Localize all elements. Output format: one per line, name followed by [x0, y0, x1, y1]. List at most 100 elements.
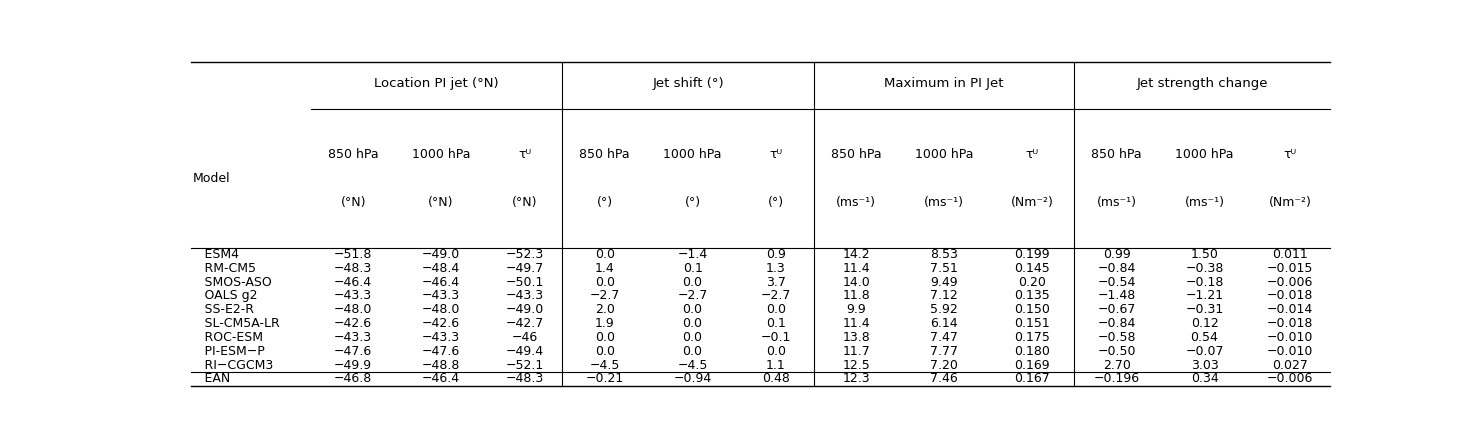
Text: 2.70: 2.70	[1103, 358, 1131, 372]
Text: −0.196: −0.196	[1094, 372, 1140, 385]
Text: 1.9: 1.9	[595, 317, 614, 330]
Text: −48.0: −48.0	[422, 303, 460, 316]
Text: −49.9: −49.9	[334, 358, 373, 372]
Text: 850 hPa: 850 hPa	[830, 148, 882, 161]
Text: 7.47: 7.47	[931, 331, 958, 344]
Text: 0.0: 0.0	[595, 248, 614, 261]
Text: 1.4: 1.4	[595, 262, 614, 275]
Text: 0.1: 0.1	[682, 262, 703, 275]
Text: 0.0: 0.0	[682, 303, 703, 316]
Text: −43.3: −43.3	[422, 289, 460, 303]
Text: Maximum in PI Jet: Maximum in PI Jet	[885, 78, 1003, 90]
Text: −0.07: −0.07	[1185, 345, 1224, 358]
Text: −1.21: −1.21	[1185, 289, 1224, 303]
Text: −48.8: −48.8	[422, 358, 460, 372]
Text: −42.6: −42.6	[334, 317, 373, 330]
Text: 0.150: 0.150	[1014, 303, 1049, 316]
Text: (°): (°)	[596, 196, 613, 209]
Text: −0.21: −0.21	[586, 372, 625, 385]
Text: 9.49: 9.49	[931, 276, 958, 289]
Text: (Nm⁻²): (Nm⁻²)	[1268, 196, 1311, 209]
Text: 0.1: 0.1	[767, 317, 786, 330]
Text: (ms⁻¹): (ms⁻¹)	[836, 196, 876, 209]
Text: 0.0: 0.0	[682, 276, 703, 289]
Text: 11.4: 11.4	[842, 317, 870, 330]
Text: −47.6: −47.6	[334, 345, 373, 358]
Text: −0.1: −0.1	[761, 331, 792, 344]
Text: SMOS-ASO: SMOS-ASO	[192, 276, 272, 289]
Text: 1.50: 1.50	[1190, 248, 1218, 261]
Text: −46.8: −46.8	[334, 372, 373, 385]
Text: −49.4: −49.4	[505, 345, 543, 358]
Text: 0.0: 0.0	[595, 331, 614, 344]
Text: 2.0: 2.0	[595, 303, 614, 316]
Text: −49.7: −49.7	[505, 262, 543, 275]
Text: 1000 hPa: 1000 hPa	[915, 148, 974, 161]
Text: 13.8: 13.8	[842, 331, 870, 344]
Text: PI-ESM−P: PI-ESM−P	[192, 345, 265, 358]
Text: (Nm⁻²): (Nm⁻²)	[1011, 196, 1054, 209]
Text: −42.6: −42.6	[422, 317, 460, 330]
Text: −0.18: −0.18	[1185, 276, 1224, 289]
Text: −0.94: −0.94	[673, 372, 712, 385]
Text: τᵁ: τᵁ	[770, 148, 783, 161]
Text: −4.5: −4.5	[589, 358, 620, 372]
Text: Location PI jet (°N): Location PI jet (°N)	[374, 78, 499, 90]
Text: −51.8: −51.8	[334, 248, 373, 261]
Text: −0.010: −0.010	[1267, 345, 1313, 358]
Text: −46.4: −46.4	[334, 276, 373, 289]
Text: (°N): (°N)	[512, 196, 537, 209]
Text: −0.006: −0.006	[1267, 276, 1313, 289]
Text: −0.84: −0.84	[1098, 262, 1135, 275]
Text: (°N): (°N)	[428, 196, 454, 209]
Text: EAN: EAN	[192, 372, 229, 385]
Text: Jet strength change: Jet strength change	[1137, 78, 1268, 90]
Text: 0.0: 0.0	[767, 345, 786, 358]
Text: ESM4: ESM4	[192, 248, 238, 261]
Text: −0.67: −0.67	[1098, 303, 1135, 316]
Text: 850 hPa: 850 hPa	[580, 148, 630, 161]
Text: −48.3: −48.3	[505, 372, 543, 385]
Text: τᵁ: τᵁ	[1026, 148, 1039, 161]
Text: −48.4: −48.4	[422, 262, 460, 275]
Text: Jet shift (°): Jet shift (°)	[653, 78, 724, 90]
Text: 1.1: 1.1	[767, 358, 786, 372]
Text: −50.1: −50.1	[505, 276, 543, 289]
Text: 0.175: 0.175	[1014, 331, 1049, 344]
Text: (°): (°)	[768, 196, 784, 209]
Text: 850 hPa: 850 hPa	[1091, 148, 1143, 161]
Text: 7.51: 7.51	[931, 262, 958, 275]
Text: −46: −46	[511, 331, 537, 344]
Text: −42.7: −42.7	[505, 317, 543, 330]
Text: −2.7: −2.7	[678, 289, 707, 303]
Text: 1000 hPa: 1000 hPa	[1175, 148, 1234, 161]
Text: (ms⁻¹): (ms⁻¹)	[1097, 196, 1137, 209]
Text: 12.5: 12.5	[842, 358, 870, 372]
Text: −43.3: −43.3	[334, 289, 373, 303]
Text: −46.4: −46.4	[422, 372, 460, 385]
Text: −0.84: −0.84	[1098, 317, 1135, 330]
Text: −48.3: −48.3	[334, 262, 373, 275]
Text: 7.77: 7.77	[929, 345, 958, 358]
Text: (ms⁻¹): (ms⁻¹)	[924, 196, 963, 209]
Text: 1.3: 1.3	[767, 262, 786, 275]
Text: −0.006: −0.006	[1267, 372, 1313, 385]
Text: −0.58: −0.58	[1098, 331, 1137, 344]
Text: 3.7: 3.7	[767, 276, 786, 289]
Text: RM-CM5: RM-CM5	[192, 262, 256, 275]
Text: 3.03: 3.03	[1191, 358, 1218, 372]
Text: −0.018: −0.018	[1267, 317, 1313, 330]
Text: 6.14: 6.14	[931, 317, 958, 330]
Text: RI−CGCM3: RI−CGCM3	[192, 358, 274, 372]
Text: 0.0: 0.0	[595, 276, 614, 289]
Text: −1.48: −1.48	[1098, 289, 1135, 303]
Text: 0.54: 0.54	[1190, 331, 1218, 344]
Text: τᵁ: τᵁ	[518, 148, 531, 161]
Text: −46.4: −46.4	[422, 276, 460, 289]
Text: 8.53: 8.53	[931, 248, 958, 261]
Text: −49.0: −49.0	[422, 248, 460, 261]
Text: OALS g2: OALS g2	[192, 289, 258, 303]
Text: τᵁ: τᵁ	[1283, 148, 1296, 161]
Text: −0.014: −0.014	[1267, 303, 1313, 316]
Text: 0.9: 0.9	[767, 248, 786, 261]
